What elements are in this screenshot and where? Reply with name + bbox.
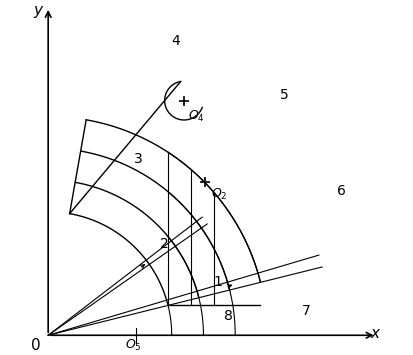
Text: 0: 0 [31, 338, 40, 353]
Text: $O_4$: $O_4$ [188, 109, 204, 124]
Text: 7: 7 [301, 304, 309, 318]
Text: 2: 2 [160, 236, 169, 251]
Text: x: x [369, 326, 378, 341]
Text: 1: 1 [213, 275, 221, 289]
Text: 3: 3 [133, 152, 142, 166]
Text: 8: 8 [223, 309, 232, 323]
Text: $O_2$: $O_2$ [211, 187, 227, 202]
Text: $O_5$: $O_5$ [124, 338, 141, 354]
Text: 6: 6 [336, 184, 345, 198]
Text: y: y [34, 3, 43, 18]
Text: 5: 5 [280, 88, 288, 102]
Text: 4: 4 [171, 34, 179, 48]
